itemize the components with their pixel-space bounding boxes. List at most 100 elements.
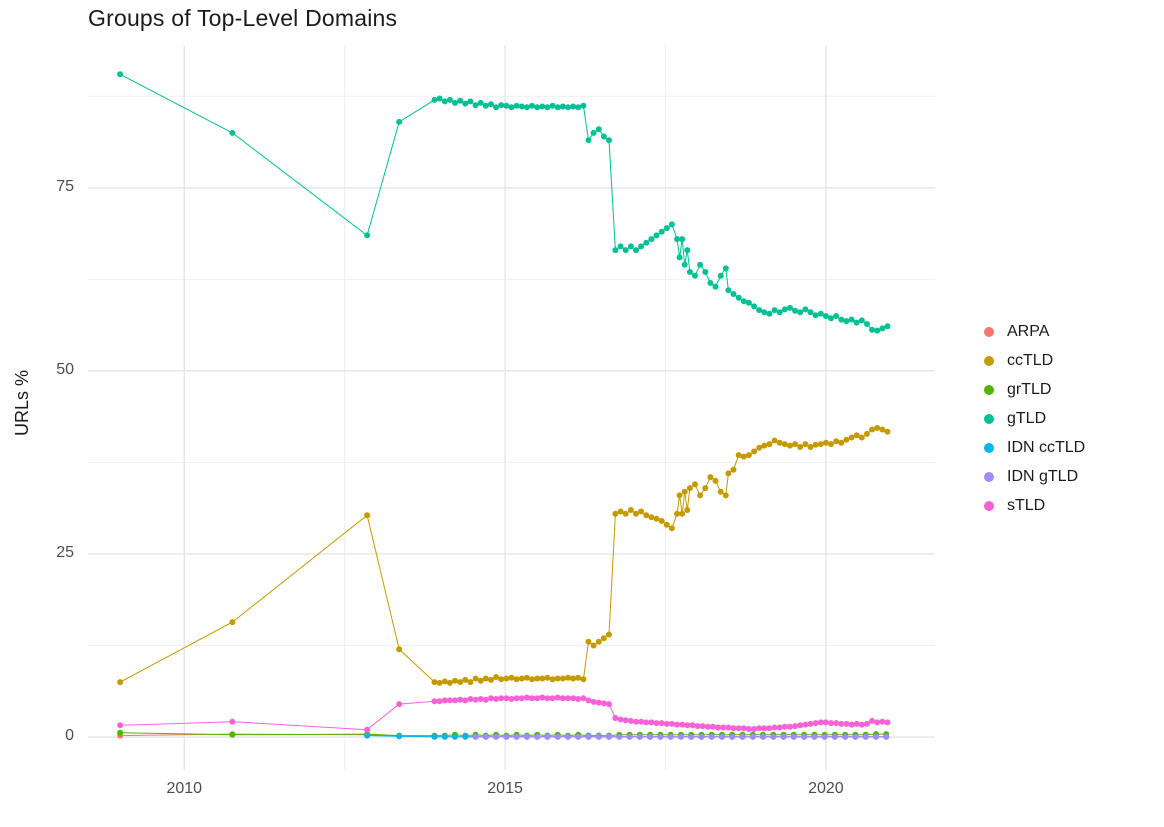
series-point-cctld bbox=[712, 477, 719, 484]
series-point-stld bbox=[766, 725, 773, 732]
series-point-stld bbox=[606, 701, 612, 708]
series-point-gtld bbox=[431, 96, 438, 103]
series-line-cctld bbox=[119, 427, 888, 684]
series-point-cctld bbox=[761, 442, 768, 449]
y-tick-label: 0 bbox=[65, 727, 74, 745]
series-point-stld bbox=[493, 696, 500, 702]
series-point-cctld bbox=[812, 441, 819, 448]
series-point-stld bbox=[462, 697, 469, 704]
series-point-idn-cctld bbox=[452, 733, 458, 740]
series-point-stld bbox=[776, 724, 783, 731]
series-point-gtld bbox=[745, 299, 752, 306]
series-point-cctld bbox=[477, 677, 484, 684]
series-point-cctld bbox=[874, 425, 881, 431]
series-point-cctld bbox=[612, 510, 619, 517]
series-point-cctld bbox=[554, 675, 561, 682]
series-point-gtld bbox=[807, 309, 814, 316]
series-point-idn-gtld bbox=[554, 733, 561, 740]
series-point-gtld bbox=[518, 103, 525, 110]
series-point-gtld bbox=[848, 316, 855, 323]
series-point-gtld bbox=[725, 287, 732, 294]
series-point-cctld bbox=[828, 441, 834, 448]
series-point-gtld bbox=[482, 102, 489, 109]
series-point-gtld bbox=[697, 261, 704, 268]
series-point-stld bbox=[396, 701, 403, 708]
series-point-gtld bbox=[462, 100, 469, 107]
series-point-stld bbox=[745, 726, 752, 732]
series-point-gtld bbox=[565, 104, 571, 111]
series-point-stld bbox=[590, 698, 597, 705]
series-point-cctld bbox=[549, 676, 556, 683]
series-point-cctld bbox=[585, 638, 592, 645]
series-point-stld bbox=[822, 719, 829, 726]
series-point-gtld bbox=[864, 321, 870, 327]
series-point-stld bbox=[720, 724, 727, 731]
series-point-idn-gtld bbox=[719, 733, 725, 740]
series-point-gtld bbox=[766, 310, 773, 317]
series-point-cctld bbox=[441, 678, 448, 685]
series-point-stld bbox=[570, 695, 577, 702]
series-point-cctld bbox=[229, 619, 236, 626]
series-point-gtld bbox=[668, 221, 675, 228]
series-point-cctld bbox=[617, 508, 624, 515]
series-point-gtld bbox=[730, 291, 737, 297]
legend-key-icon bbox=[984, 414, 994, 424]
series-point-stld bbox=[704, 723, 711, 730]
series-point-cctld bbox=[822, 439, 829, 446]
series-point-stld bbox=[643, 719, 650, 726]
series-point-stld bbox=[674, 721, 681, 728]
series-point-gtld bbox=[638, 243, 645, 250]
series-point-gtld bbox=[534, 104, 541, 111]
series-point-stld bbox=[431, 698, 438, 705]
series-point-stld bbox=[549, 695, 556, 702]
series-point-stld bbox=[781, 723, 788, 730]
series-point-cctld bbox=[686, 485, 693, 492]
series-point-gtld bbox=[606, 137, 612, 144]
series-point-stld bbox=[638, 718, 645, 725]
series-point-cctld bbox=[396, 646, 403, 653]
series-point-stld bbox=[694, 723, 701, 730]
series-point-cctld bbox=[879, 426, 886, 433]
series-point-idn-gtld bbox=[636, 733, 643, 740]
series-point-cctld bbox=[658, 518, 665, 524]
series-point-idn-cctld bbox=[396, 733, 403, 740]
series-point-stld bbox=[751, 726, 758, 732]
series-point-idn-gtld bbox=[708, 733, 715, 740]
y-tick-label: 25 bbox=[56, 543, 74, 561]
series-point-idn-gtld bbox=[575, 733, 582, 740]
series-point-idn-cctld bbox=[441, 733, 448, 740]
series-point-cctld bbox=[518, 675, 525, 682]
series-point-gtld bbox=[117, 71, 124, 78]
series-point-cctld bbox=[681, 488, 688, 495]
series-point-cctld bbox=[787, 442, 793, 449]
series-line-stld bbox=[120, 696, 888, 731]
series-point-idn-gtld bbox=[831, 733, 838, 740]
series-point-idn-gtld bbox=[523, 733, 530, 740]
series-point-cctld bbox=[559, 675, 566, 682]
series-point-idn-gtld bbox=[852, 733, 859, 740]
series-point-cctld bbox=[529, 676, 535, 683]
series-point-stld bbox=[117, 722, 124, 729]
series-point-gtld bbox=[633, 247, 639, 254]
series-point-cctld bbox=[833, 438, 840, 445]
series-point-cctld bbox=[590, 642, 597, 649]
series-point-gtld bbox=[822, 313, 829, 319]
series-point-cctld bbox=[534, 675, 541, 682]
series-point-idn-gtld bbox=[739, 733, 746, 740]
series-point-gtld bbox=[686, 269, 693, 275]
series-point-stld bbox=[663, 720, 670, 727]
series-point-stld bbox=[833, 720, 840, 727]
series-point-gtld bbox=[722, 265, 729, 272]
series-point-cctld bbox=[580, 676, 587, 683]
series-point-gtld bbox=[869, 326, 876, 333]
series-point-gtld bbox=[648, 236, 655, 243]
series-point-gtld bbox=[717, 272, 724, 279]
series-point-stld bbox=[874, 719, 881, 726]
series-point-stld bbox=[787, 723, 793, 730]
series-point-gtld bbox=[493, 104, 500, 111]
series-point-gtld bbox=[539, 103, 546, 110]
series-point-stld bbox=[771, 724, 778, 731]
series-point-stld bbox=[792, 723, 799, 730]
series-point-gtld bbox=[508, 104, 515, 111]
series-point-cctld bbox=[606, 631, 612, 638]
